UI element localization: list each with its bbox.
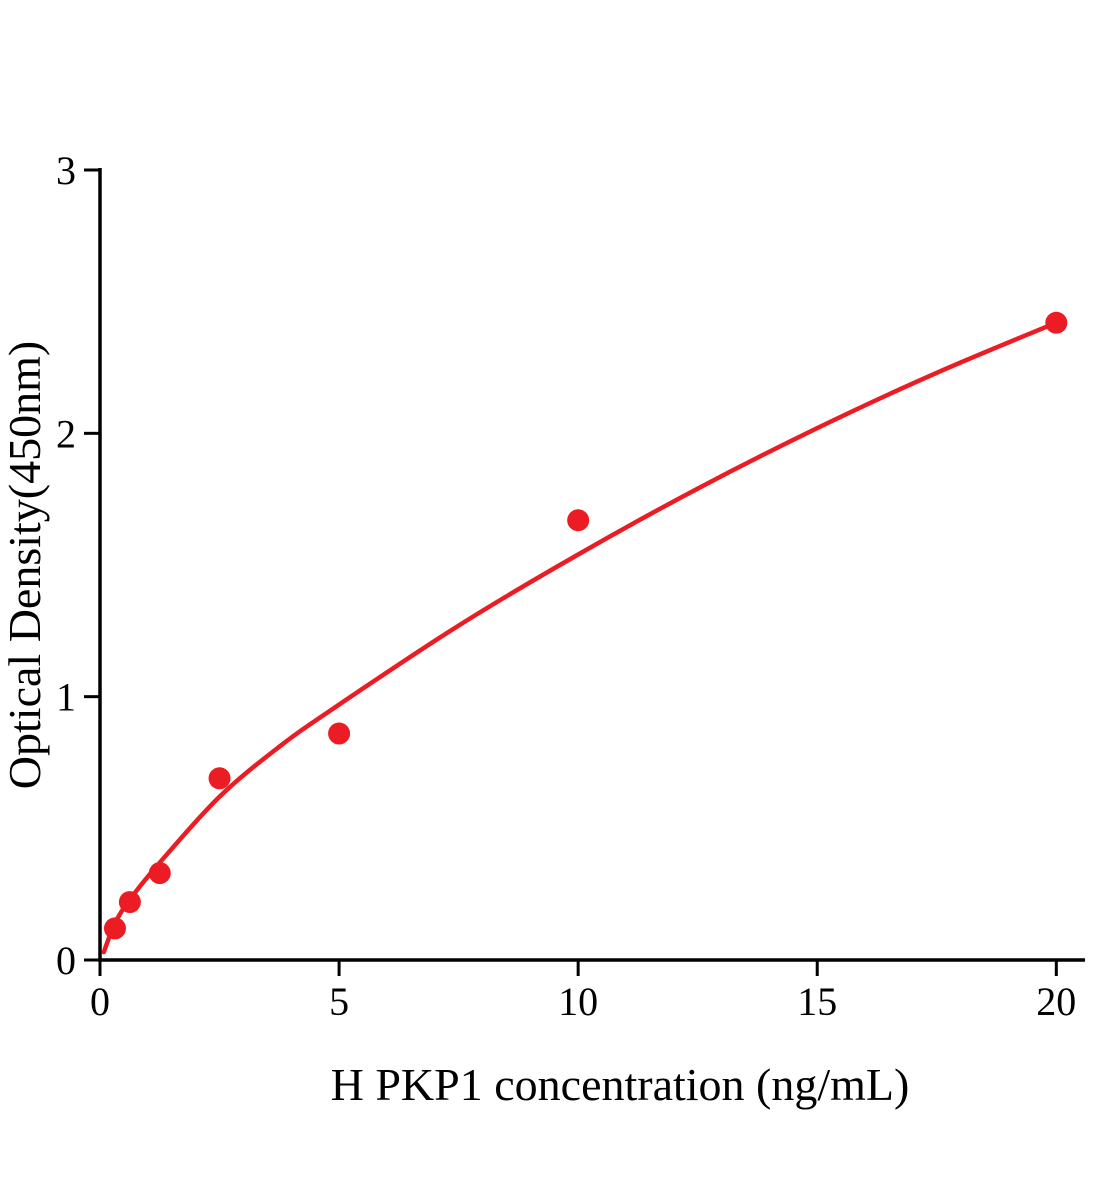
x-tick-label: 5 xyxy=(329,979,349,1024)
data-point xyxy=(148,862,171,885)
y-tick-label: 2 xyxy=(56,411,76,456)
data-point xyxy=(208,767,231,790)
data-point xyxy=(1045,311,1068,334)
y-tick-label: 3 xyxy=(56,148,76,193)
data-point xyxy=(328,722,351,745)
data-point xyxy=(567,509,590,532)
y-axis-label: Optical Density(450nm) xyxy=(0,341,50,789)
y-tick-label: 0 xyxy=(56,938,76,983)
x-tick-label: 10 xyxy=(558,979,598,1024)
x-axis-label: H PKP1 concentration (ng/mL) xyxy=(331,1059,910,1110)
data-point xyxy=(118,891,141,914)
x-tick-label: 15 xyxy=(797,979,837,1024)
y-tick-label: 1 xyxy=(56,675,76,720)
data-point xyxy=(103,917,126,940)
fit-curve xyxy=(101,320,1059,955)
x-tick-label: 20 xyxy=(1036,979,1076,1024)
x-tick-label: 0 xyxy=(90,979,110,1024)
plot-area: 0 1 2 3 0 5 10 15 20 xyxy=(56,148,1085,1024)
